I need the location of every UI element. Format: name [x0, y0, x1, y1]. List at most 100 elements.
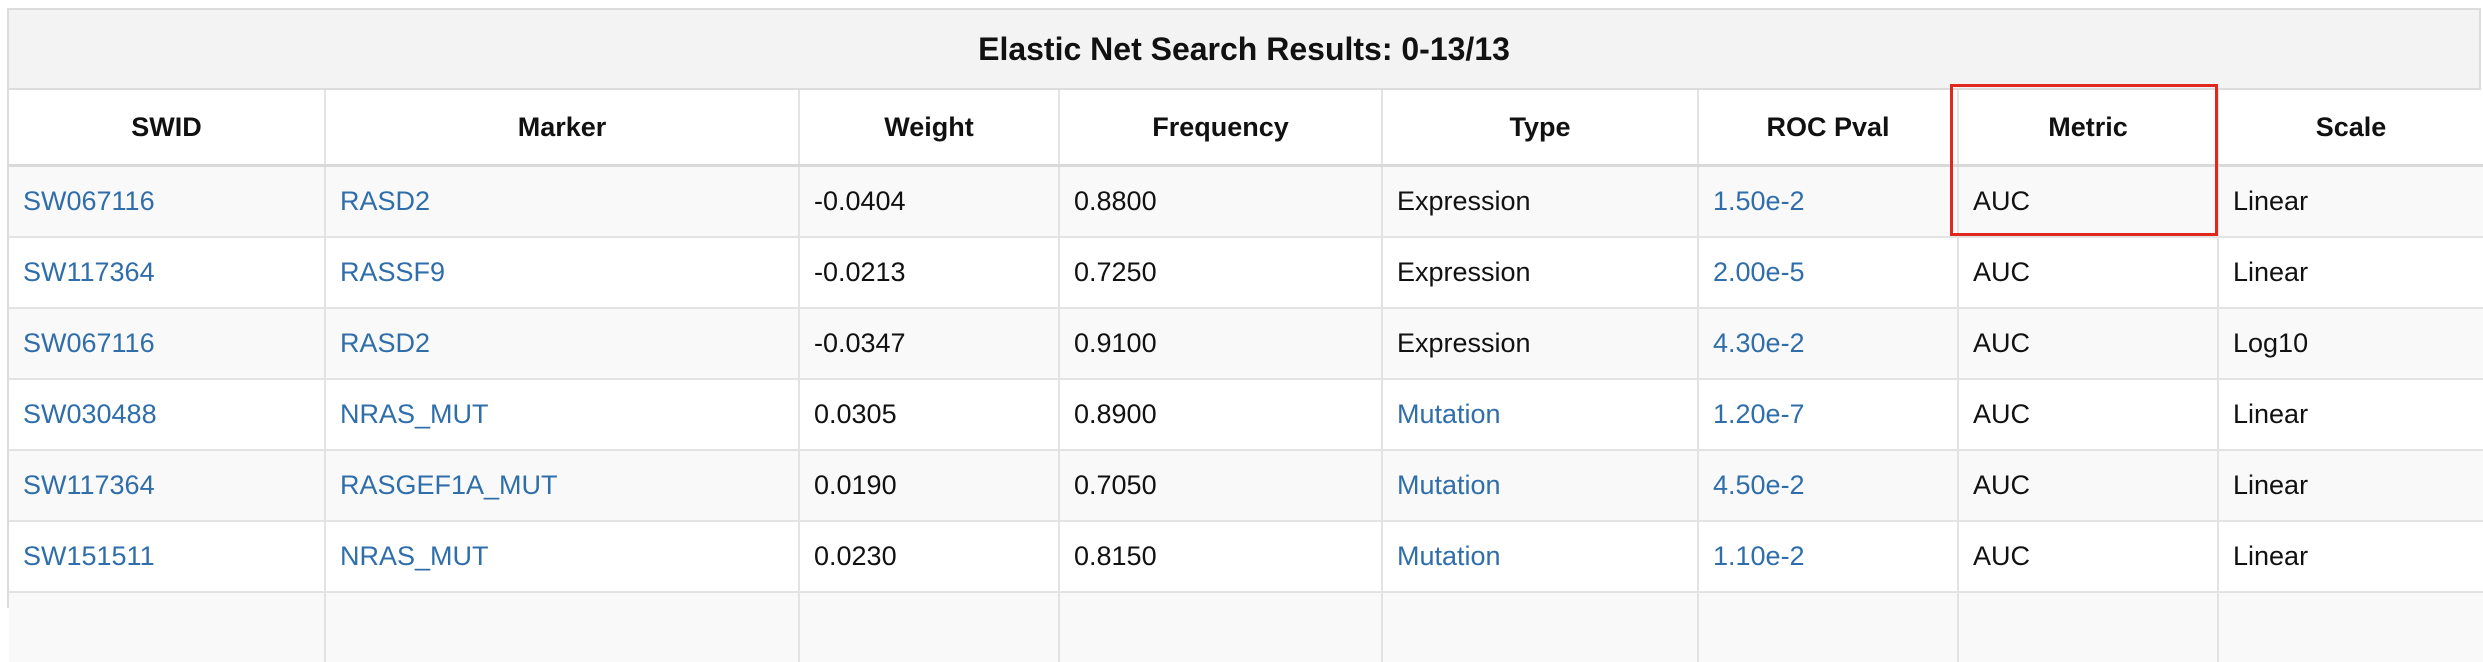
table-cell-marker: RASSF9 [325, 237, 799, 308]
table-cell-roc-pval: 2.00e-5 [1698, 237, 1958, 308]
column-header-weight[interactable]: Weight [799, 90, 1059, 166]
scale-cell: Linear [2233, 541, 2308, 571]
table-cell-weight: -0.0404 [799, 166, 1059, 238]
type-link[interactable]: Mutation [1397, 541, 1501, 571]
metric-cell: AUC [1973, 328, 2030, 358]
table-cell-scale: Linear [2218, 521, 2483, 592]
table-cell-marker [325, 592, 799, 662]
metric-cell: AUC [1973, 399, 2030, 429]
table-cell-frequency: 0.7050 [1059, 450, 1382, 521]
table-cell-swid: SW151511 [9, 521, 325, 592]
table-cell-roc-pval: 4.30e-2 [1698, 308, 1958, 379]
weight-cell: 0.0230 [814, 541, 897, 571]
column-header-marker[interactable]: Marker [325, 90, 799, 166]
swid-link[interactable]: SW067116 [23, 186, 155, 216]
swid-link[interactable]: SW067116 [23, 328, 155, 358]
table-cell-type: Mutation [1382, 450, 1698, 521]
table-cell-type [1382, 592, 1698, 662]
column-header-type[interactable]: Type [1382, 90, 1698, 166]
swid-link[interactable]: SW117364 [23, 470, 155, 500]
table-cell-swid: SW117364 [9, 237, 325, 308]
swid-link[interactable]: SW117364 [23, 257, 155, 287]
table-cell-weight: -0.0213 [799, 237, 1059, 308]
weight-cell: 0.0305 [814, 399, 897, 429]
table-cell-marker: NRAS_MUT [325, 379, 799, 450]
table-cell-roc-pval: 1.50e-2 [1698, 166, 1958, 238]
metric-cell: AUC [1973, 186, 2030, 216]
roc-pval-link[interactable]: 2.00e-5 [1713, 257, 1805, 287]
swid-link[interactable]: SW151511 [23, 541, 155, 571]
metric-cell: AUC [1973, 470, 2030, 500]
marker-link[interactable]: NRAS_MUT [340, 399, 489, 429]
table-cell-weight: -0.0347 [799, 308, 1059, 379]
swid-link[interactable]: SW030488 [23, 399, 157, 429]
table-cell-marker: RASGEF1A_MUT [325, 450, 799, 521]
marker-link[interactable]: RASSF9 [340, 257, 445, 287]
table-cell-metric: AUC [1958, 521, 2218, 592]
column-header-roc-pval[interactable]: ROC Pval [1698, 90, 1958, 166]
scale-cell: Linear [2233, 257, 2308, 287]
table-cell-weight: 0.0190 [799, 450, 1059, 521]
table-cell-scale [2218, 592, 2483, 662]
metric-cell: AUC [1973, 257, 2030, 287]
table-cell-type: Mutation [1382, 379, 1698, 450]
results-table: SWID Marker Weight Frequency Type ROC Pv… [9, 90, 2483, 662]
column-header-swid[interactable]: SWID [9, 90, 325, 166]
table-cell-scale: Linear [2218, 379, 2483, 450]
results-panel: Elastic Net Search Results: 0-13/13 SWID… [7, 8, 2481, 608]
table-cell-scale: Linear [2218, 450, 2483, 521]
table-cell-type: Expression [1382, 166, 1698, 238]
scale-cell: Linear [2233, 399, 2308, 429]
weight-cell: 0.0190 [814, 470, 897, 500]
table-cell-metric [1958, 592, 2218, 662]
table-row: SW117364 RASGEF1A_MUT 0.0190 0.7050 Mutation… [9, 450, 2483, 521]
table-cell-weight: 0.0305 [799, 379, 1059, 450]
table-cell-scale: Linear [2218, 166, 2483, 238]
marker-link[interactable]: RASD2 [340, 328, 430, 358]
table-cell-marker: RASD2 [325, 308, 799, 379]
frequency-cell: 0.7250 [1074, 257, 1157, 287]
weight-cell: -0.0213 [814, 257, 906, 287]
roc-pval-link[interactable]: 1.10e-2 [1713, 541, 1805, 571]
roc-pval-link[interactable]: 1.20e-7 [1713, 399, 1805, 429]
column-header-scale[interactable]: Scale [2218, 90, 2483, 166]
table-cell-metric: AUC [1958, 166, 2218, 238]
roc-pval-link[interactable]: 4.30e-2 [1713, 328, 1805, 358]
scale-cell: Linear [2233, 470, 2308, 500]
column-header-frequency[interactable]: Frequency [1059, 90, 1382, 166]
roc-pval-link[interactable]: 4.50e-2 [1713, 470, 1805, 500]
table-cell-frequency [1059, 592, 1382, 662]
table-cell-scale: Linear [2218, 237, 2483, 308]
marker-link[interactable]: RASGEF1A_MUT [340, 470, 558, 500]
weight-cell: -0.0404 [814, 186, 906, 216]
table-cell-scale: Log10 [2218, 308, 2483, 379]
table-cell-frequency: 0.8150 [1059, 521, 1382, 592]
table-cell-type: Expression [1382, 308, 1698, 379]
table-cell-marker: NRAS_MUT [325, 521, 799, 592]
table-cell-metric: AUC [1958, 237, 2218, 308]
table-cell-marker: RASD2 [325, 166, 799, 238]
table-row: SW151511 NRAS_MUT 0.0230 0.8150 Mutation 1.10… [9, 521, 2483, 592]
table-cell-metric: AUC [1958, 379, 2218, 450]
frequency-cell: 0.9100 [1074, 328, 1157, 358]
panel-title: Elastic Net Search Results: 0-13/13 [9, 10, 2479, 90]
table-cell-weight [799, 592, 1059, 662]
roc-pval-link[interactable]: 1.50e-2 [1713, 186, 1805, 216]
table-row: SW030488 NRAS_MUT 0.0305 0.8900 Mutation 1.20… [9, 379, 2483, 450]
table-cell-roc-pval [1698, 592, 1958, 662]
frequency-cell: 0.8150 [1074, 541, 1157, 571]
frequency-cell: 0.8900 [1074, 399, 1157, 429]
column-header-metric[interactable]: Metric [1958, 90, 2218, 166]
marker-link[interactable]: RASD2 [340, 186, 430, 216]
marker-link[interactable]: NRAS_MUT [340, 541, 489, 571]
table-cell-type: Mutation [1382, 521, 1698, 592]
type-link[interactable]: Mutation [1397, 399, 1501, 429]
table-cell-swid: SW117364 [9, 450, 325, 521]
table-cell-roc-pval: 4.50e-2 [1698, 450, 1958, 521]
table-cell-roc-pval: 1.10e-2 [1698, 521, 1958, 592]
table-row: SW067116 RASD2 -0.0347 0.9100 Expression 4.30… [9, 308, 2483, 379]
type-cell: Expression [1397, 328, 1531, 358]
type-link[interactable]: Mutation [1397, 470, 1501, 500]
